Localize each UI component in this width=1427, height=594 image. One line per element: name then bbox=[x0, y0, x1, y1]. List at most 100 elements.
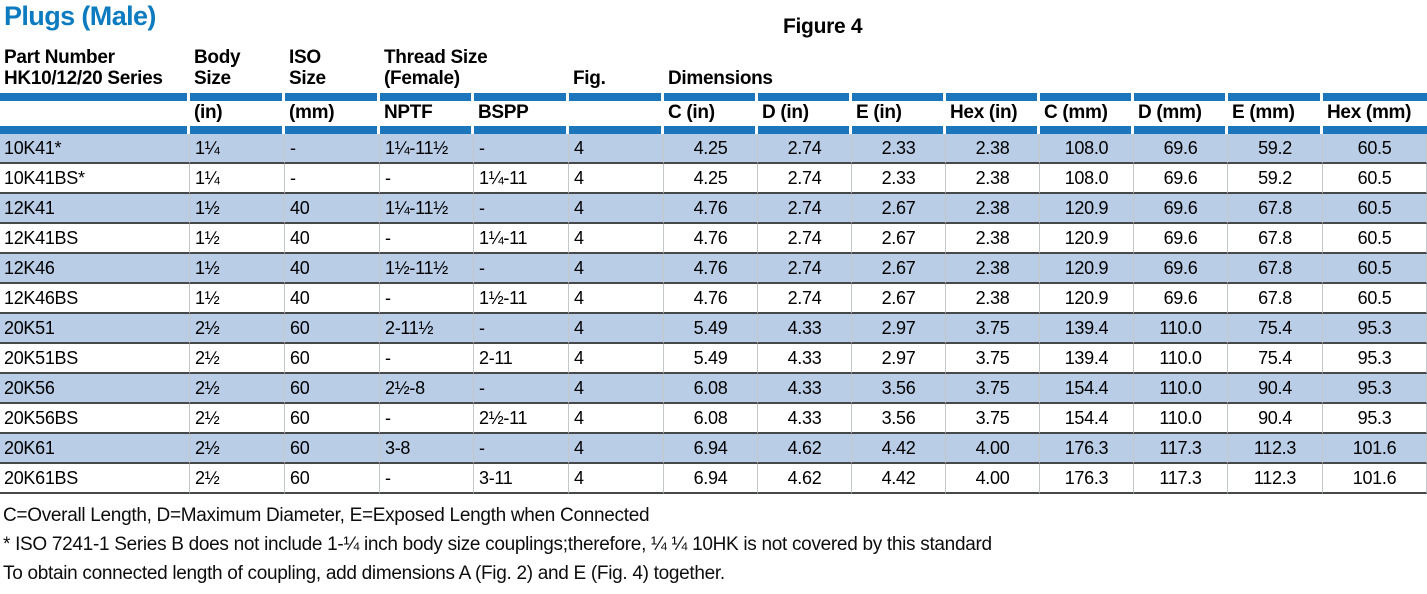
table-cell: 4 bbox=[569, 434, 664, 464]
table-cell: 120.9 bbox=[1040, 284, 1134, 314]
divider-bar-segment bbox=[1134, 93, 1228, 101]
table-cell: 176.3 bbox=[1040, 464, 1134, 494]
divider-bar-segment bbox=[285, 93, 380, 101]
table-cell: 5.49 bbox=[664, 314, 758, 344]
divider-bar-segment bbox=[1323, 93, 1427, 101]
table-cell: 1½ bbox=[190, 194, 285, 224]
divider-bar-segment bbox=[758, 126, 852, 134]
column-header: Hex (in) bbox=[950, 102, 1018, 123]
divider-bar-row bbox=[0, 126, 1427, 134]
table-cell: 2½-11 bbox=[474, 404, 569, 434]
table-cell: 4.00 bbox=[946, 464, 1040, 494]
table-cell: 101.6 bbox=[1323, 464, 1427, 494]
table-cell: 4.33 bbox=[758, 314, 852, 344]
table-cell: - bbox=[285, 164, 380, 194]
divider-bar-segment bbox=[1228, 93, 1323, 101]
table-cell: 2.97 bbox=[852, 314, 946, 344]
table-cell: 3.75 bbox=[946, 344, 1040, 374]
table-cell: 1½ bbox=[190, 284, 285, 314]
table-cell: 60.5 bbox=[1323, 224, 1427, 254]
table-cell: 2.67 bbox=[852, 224, 946, 254]
table-cell: 4.25 bbox=[664, 164, 758, 194]
table-cell: 67.8 bbox=[1228, 194, 1323, 224]
table-cell: 69.6 bbox=[1134, 194, 1228, 224]
table-cell: 3-8 bbox=[380, 434, 474, 464]
table-cell: 4 bbox=[569, 344, 664, 374]
table-cell: 120.9 bbox=[1040, 254, 1134, 284]
table-cell: 1¼-11 bbox=[474, 224, 569, 254]
part-number-cell: 20K56 bbox=[0, 374, 190, 404]
table-cell: 1½-11½ bbox=[380, 254, 474, 284]
table-cell: 4.62 bbox=[758, 464, 852, 494]
table-cell: 60.5 bbox=[1323, 254, 1427, 284]
table-cell: 2.74 bbox=[758, 254, 852, 284]
column-header: C (in) bbox=[668, 102, 715, 123]
table-cell: 110.0 bbox=[1134, 344, 1228, 374]
table-cell: 60 bbox=[285, 374, 380, 404]
table-cell: 1½-11 bbox=[474, 284, 569, 314]
header-thread-size: Thread Size (Female) bbox=[384, 47, 488, 89]
table-cell: 2.97 bbox=[852, 344, 946, 374]
divider-bar-segment bbox=[1228, 126, 1323, 134]
part-number-cell: 10K41BS* bbox=[0, 164, 190, 194]
table-cell: 3.75 bbox=[946, 374, 1040, 404]
divider-bar-segment bbox=[664, 126, 758, 134]
footnote-iso-standard: * ISO 7241-1 Series B does not include 1… bbox=[3, 534, 992, 555]
header-group-row: Part Number HK10/12/20 Series Body Size … bbox=[0, 45, 1427, 93]
divider-bar-segment bbox=[190, 126, 285, 134]
table-cell: 120.9 bbox=[1040, 194, 1134, 224]
table-row: 20K61 2½ 60 3-8-4 6.94 4.62 4.42 4.00 176.3 117.3… bbox=[0, 434, 1427, 464]
table-cell: 4.25 bbox=[664, 134, 758, 164]
part-number-cell: 20K51BS bbox=[0, 344, 190, 374]
part-number-cell: 12K41 bbox=[0, 194, 190, 224]
table-cell: 60 bbox=[285, 464, 380, 494]
table-row: 12K46 1½ 40 1½-11½ -4 4.76 2.74 2.67 2.38 120.9 69… bbox=[0, 254, 1427, 284]
table-cell: 117.3 bbox=[1134, 434, 1228, 464]
table-cell: 1¼ bbox=[190, 164, 285, 194]
divider-bar-segment bbox=[852, 93, 946, 101]
column-header: (mm) bbox=[289, 102, 335, 123]
table-cell: 2½-8 bbox=[380, 374, 474, 404]
column-header: E (in) bbox=[856, 102, 902, 123]
table-cell: 3.56 bbox=[852, 374, 946, 404]
column-header: D (in) bbox=[762, 102, 809, 123]
table-cell: 40 bbox=[285, 224, 380, 254]
table-cell: 2.33 bbox=[852, 134, 946, 164]
table-cell: 4 bbox=[569, 134, 664, 164]
table-cell: 75.4 bbox=[1228, 314, 1323, 344]
table-cell: 40 bbox=[285, 284, 380, 314]
divider-bar-segment bbox=[946, 93, 1040, 101]
table-cell: 60 bbox=[285, 314, 380, 344]
table-cell: 2.74 bbox=[758, 194, 852, 224]
table-cell: - bbox=[474, 194, 569, 224]
column-header bbox=[569, 101, 664, 126]
table-cell: 4 bbox=[569, 254, 664, 284]
divider-bar-segment bbox=[852, 126, 946, 134]
divider-bar-segment bbox=[569, 126, 664, 134]
table-cell: 2½ bbox=[190, 404, 285, 434]
column-header: Hex (mm) bbox=[1327, 102, 1412, 123]
column-header: (in) bbox=[194, 102, 223, 123]
table-cell: - bbox=[380, 404, 474, 434]
table-cell: - bbox=[380, 224, 474, 254]
part-number-cell: 12K46 bbox=[0, 254, 190, 284]
divider-bar-row bbox=[0, 93, 1427, 101]
column-header: NPTF bbox=[384, 102, 433, 123]
table-cell: 60.5 bbox=[1323, 164, 1427, 194]
table-cell: - bbox=[380, 164, 474, 194]
table-cell: 112.3 bbox=[1228, 464, 1323, 494]
table-cell: 4.76 bbox=[664, 224, 758, 254]
table-cell: 4.76 bbox=[664, 284, 758, 314]
table-cell: 2.38 bbox=[946, 224, 1040, 254]
table-cell: 1½ bbox=[190, 254, 285, 284]
table-cell: 90.4 bbox=[1228, 404, 1323, 434]
table-cell: 176.3 bbox=[1040, 434, 1134, 464]
table-cell: - bbox=[474, 134, 569, 164]
table-cell: 95.3 bbox=[1323, 374, 1427, 404]
table-cell: 117.3 bbox=[1134, 464, 1228, 494]
divider-bar-segment bbox=[474, 93, 569, 101]
table-cell: 2.74 bbox=[758, 164, 852, 194]
table-row: 20K56BS 2½ 60-2½-11 4 6.08 4.33 3.56 3.75 154.4 1… bbox=[0, 404, 1427, 434]
table-cell: 40 bbox=[285, 254, 380, 284]
part-number-cell: 20K61 bbox=[0, 434, 190, 464]
